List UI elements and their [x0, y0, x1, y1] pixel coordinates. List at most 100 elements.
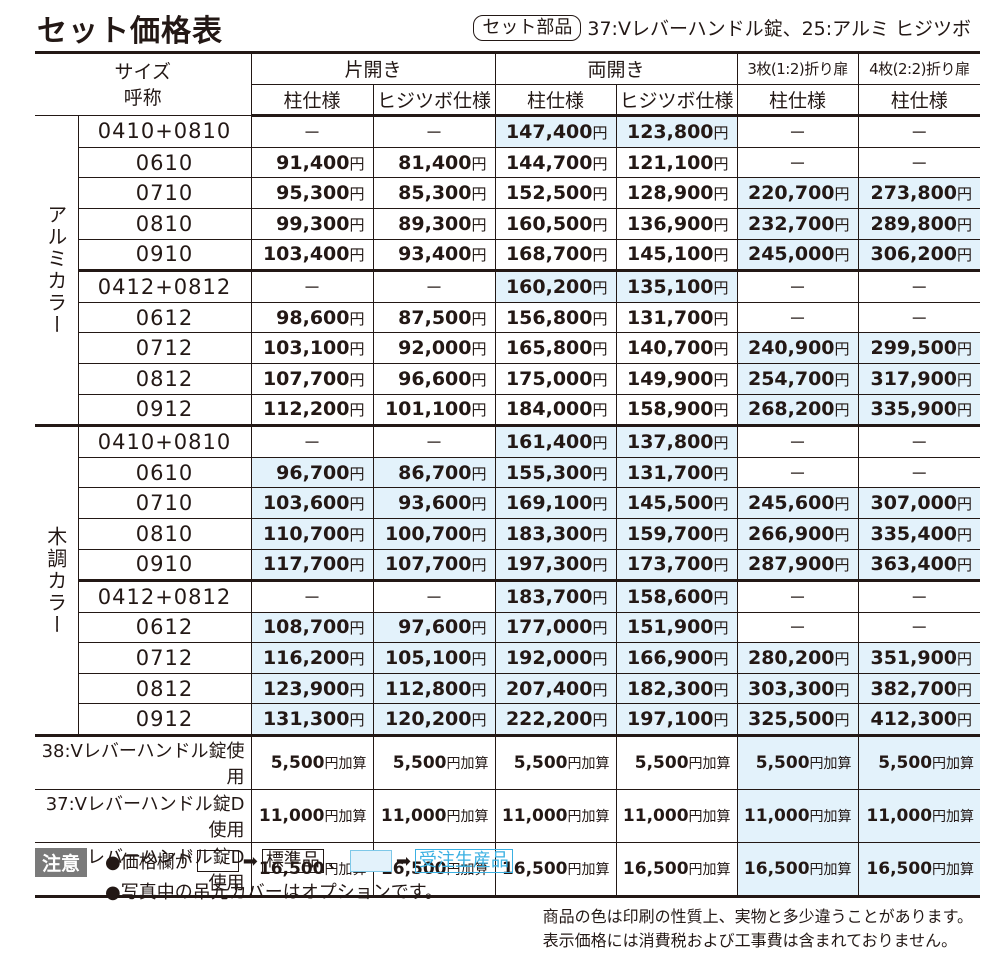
option-price-cell: 16,500円加算: [615, 842, 738, 899]
yen-unit: 円: [713, 650, 729, 669]
yen-unit: 円: [957, 246, 973, 265]
price-cell: 161,400円: [494, 425, 617, 458]
price-value: 335,400: [870, 522, 958, 545]
price-cell: 140,700円: [615, 332, 738, 364]
option-price-cell: 5,500円加算: [372, 734, 496, 791]
price-value: 87,500: [398, 306, 472, 329]
option-price-value: 5,500: [634, 753, 689, 774]
price-value: 93,400: [398, 243, 472, 266]
option-price-value: 16,500: [258, 859, 325, 880]
yen-unit: 円: [349, 711, 365, 730]
yen-unit: 円: [592, 278, 608, 297]
size-cell: 0810: [77, 517, 252, 550]
price-cell: －: [250, 425, 374, 458]
price-cell: 307,000円: [857, 487, 981, 519]
price-value: 92,000: [398, 337, 472, 360]
yen-unit: 円: [957, 401, 973, 420]
option-label: 38:Vレバーハンドル錠使用: [35, 734, 252, 791]
add-suffix: 円加算: [567, 756, 610, 773]
yen-unit: 円: [957, 340, 973, 359]
price-value: 140,700: [626, 337, 714, 360]
yen-unit: 円: [713, 556, 729, 575]
price-cell: 87,500円: [372, 301, 496, 334]
size-header-label: サイズ: [114, 60, 171, 83]
price-cell: －: [736, 611, 859, 644]
table-row: 0812 107,700円 96,600円 175,000円 149,900円 254,7…: [35, 362, 981, 395]
disclaimer-line: 表示価格には消費税および工事費は含まれておりません。: [542, 931, 958, 950]
price-cell: 299,500円: [857, 332, 981, 364]
yen-unit: 円: [957, 215, 973, 234]
price-cell: 152,500円: [494, 177, 617, 209]
price-value: 147,400: [505, 120, 593, 143]
order-swatch: [349, 850, 392, 872]
yen-unit: 円: [957, 711, 973, 730]
yen-unit: 円: [957, 680, 973, 699]
add-suffix: 円加算: [446, 756, 489, 773]
yen-unit: 円: [349, 556, 365, 575]
price-table-body: アルミカラー 0410+0810 －－ 147,400円 123,800円－－ 0610 9…: [35, 115, 981, 899]
price-cell: 325,500円: [736, 703, 859, 738]
yen-unit: 円: [713, 215, 729, 234]
price-cell: 92,000円: [372, 332, 496, 364]
yen-unit: 円: [592, 588, 608, 607]
yen-unit: 円: [471, 711, 487, 730]
price-value: 89,300: [398, 212, 472, 235]
yen-unit: 円: [834, 370, 850, 389]
price-value: 103,600: [262, 492, 350, 515]
note-badge: 注意: [35, 848, 88, 877]
price-value: 155,300: [505, 461, 593, 484]
price-cell: －: [857, 456, 981, 489]
yen-unit: 円: [713, 309, 729, 328]
option-price-value: 16,500: [743, 859, 810, 880]
price-value: 192,000: [505, 647, 593, 670]
price-value: 266,900: [747, 522, 835, 545]
yen-unit: 円: [592, 619, 608, 638]
yen-unit: 円: [834, 556, 850, 575]
price-cell: 100,700円: [372, 517, 496, 550]
price-value: 128,900: [626, 182, 714, 205]
price-value: 144,700: [505, 151, 593, 174]
option-price-value: 11,000: [258, 806, 325, 827]
price-cell: 382,700円: [857, 672, 981, 705]
add-suffix: 円加算: [688, 756, 731, 773]
price-value: 254,700: [747, 367, 835, 390]
yen-unit: 円: [834, 650, 850, 669]
price-cell: 103,400円: [250, 238, 374, 273]
size-cell: 0410+0810: [77, 115, 252, 148]
table-row: 0910 103,400円 93,400円 168,700円 145,100円 245,0…: [35, 238, 981, 273]
price-cell: 222,200円: [494, 703, 617, 738]
price-cell: 112,200円: [250, 393, 374, 428]
price-value: 363,400: [870, 553, 958, 576]
price-cell: 93,600円: [372, 487, 496, 519]
price-value: 99,300: [276, 212, 350, 235]
price-cell: 335,400円: [857, 517, 981, 550]
yen-unit: 円: [713, 525, 729, 544]
yen-unit: 円: [471, 340, 487, 359]
table-row: 0710 95,300円 85,300円 152,500円 128,900円 220,70…: [35, 177, 981, 209]
yen-unit: 円: [349, 464, 365, 483]
option-price-cell: 11,000円加算: [736, 789, 859, 844]
yen-unit: 円: [349, 619, 365, 638]
group-header-single: 片開き: [250, 51, 496, 85]
option-price-cell: 16,500円加算: [494, 842, 617, 899]
size-cell: 0712: [77, 642, 252, 674]
price-value: 160,500: [505, 212, 593, 235]
table-row: 0810 110,700円 100,700円 183,300円 159,700円 266,…: [35, 517, 981, 550]
price-cell: 95,300円: [250, 177, 374, 209]
yen-unit: 円: [471, 525, 487, 544]
price-cell: 131,700円: [615, 456, 738, 489]
price-value: 131,700: [626, 306, 714, 329]
price-cell: 175,000円: [494, 362, 617, 395]
price-cell: －: [250, 115, 374, 148]
table-row: 0710 103,600円 93,600円 169,100円 145,500円 245,6…: [35, 487, 981, 519]
price-value: 123,800: [626, 120, 714, 143]
price-cell: 158,600円: [615, 580, 738, 613]
price-cell: 123,800円: [615, 115, 738, 148]
size-cell: 0610: [77, 146, 252, 179]
price-cell: 177,000円: [494, 611, 617, 644]
yen-unit: 円: [471, 619, 487, 638]
price-value: 273,800: [870, 182, 958, 205]
yen-unit: 円: [471, 309, 487, 328]
price-value: 177,000: [505, 616, 593, 639]
yen-unit: 円: [713, 588, 729, 607]
